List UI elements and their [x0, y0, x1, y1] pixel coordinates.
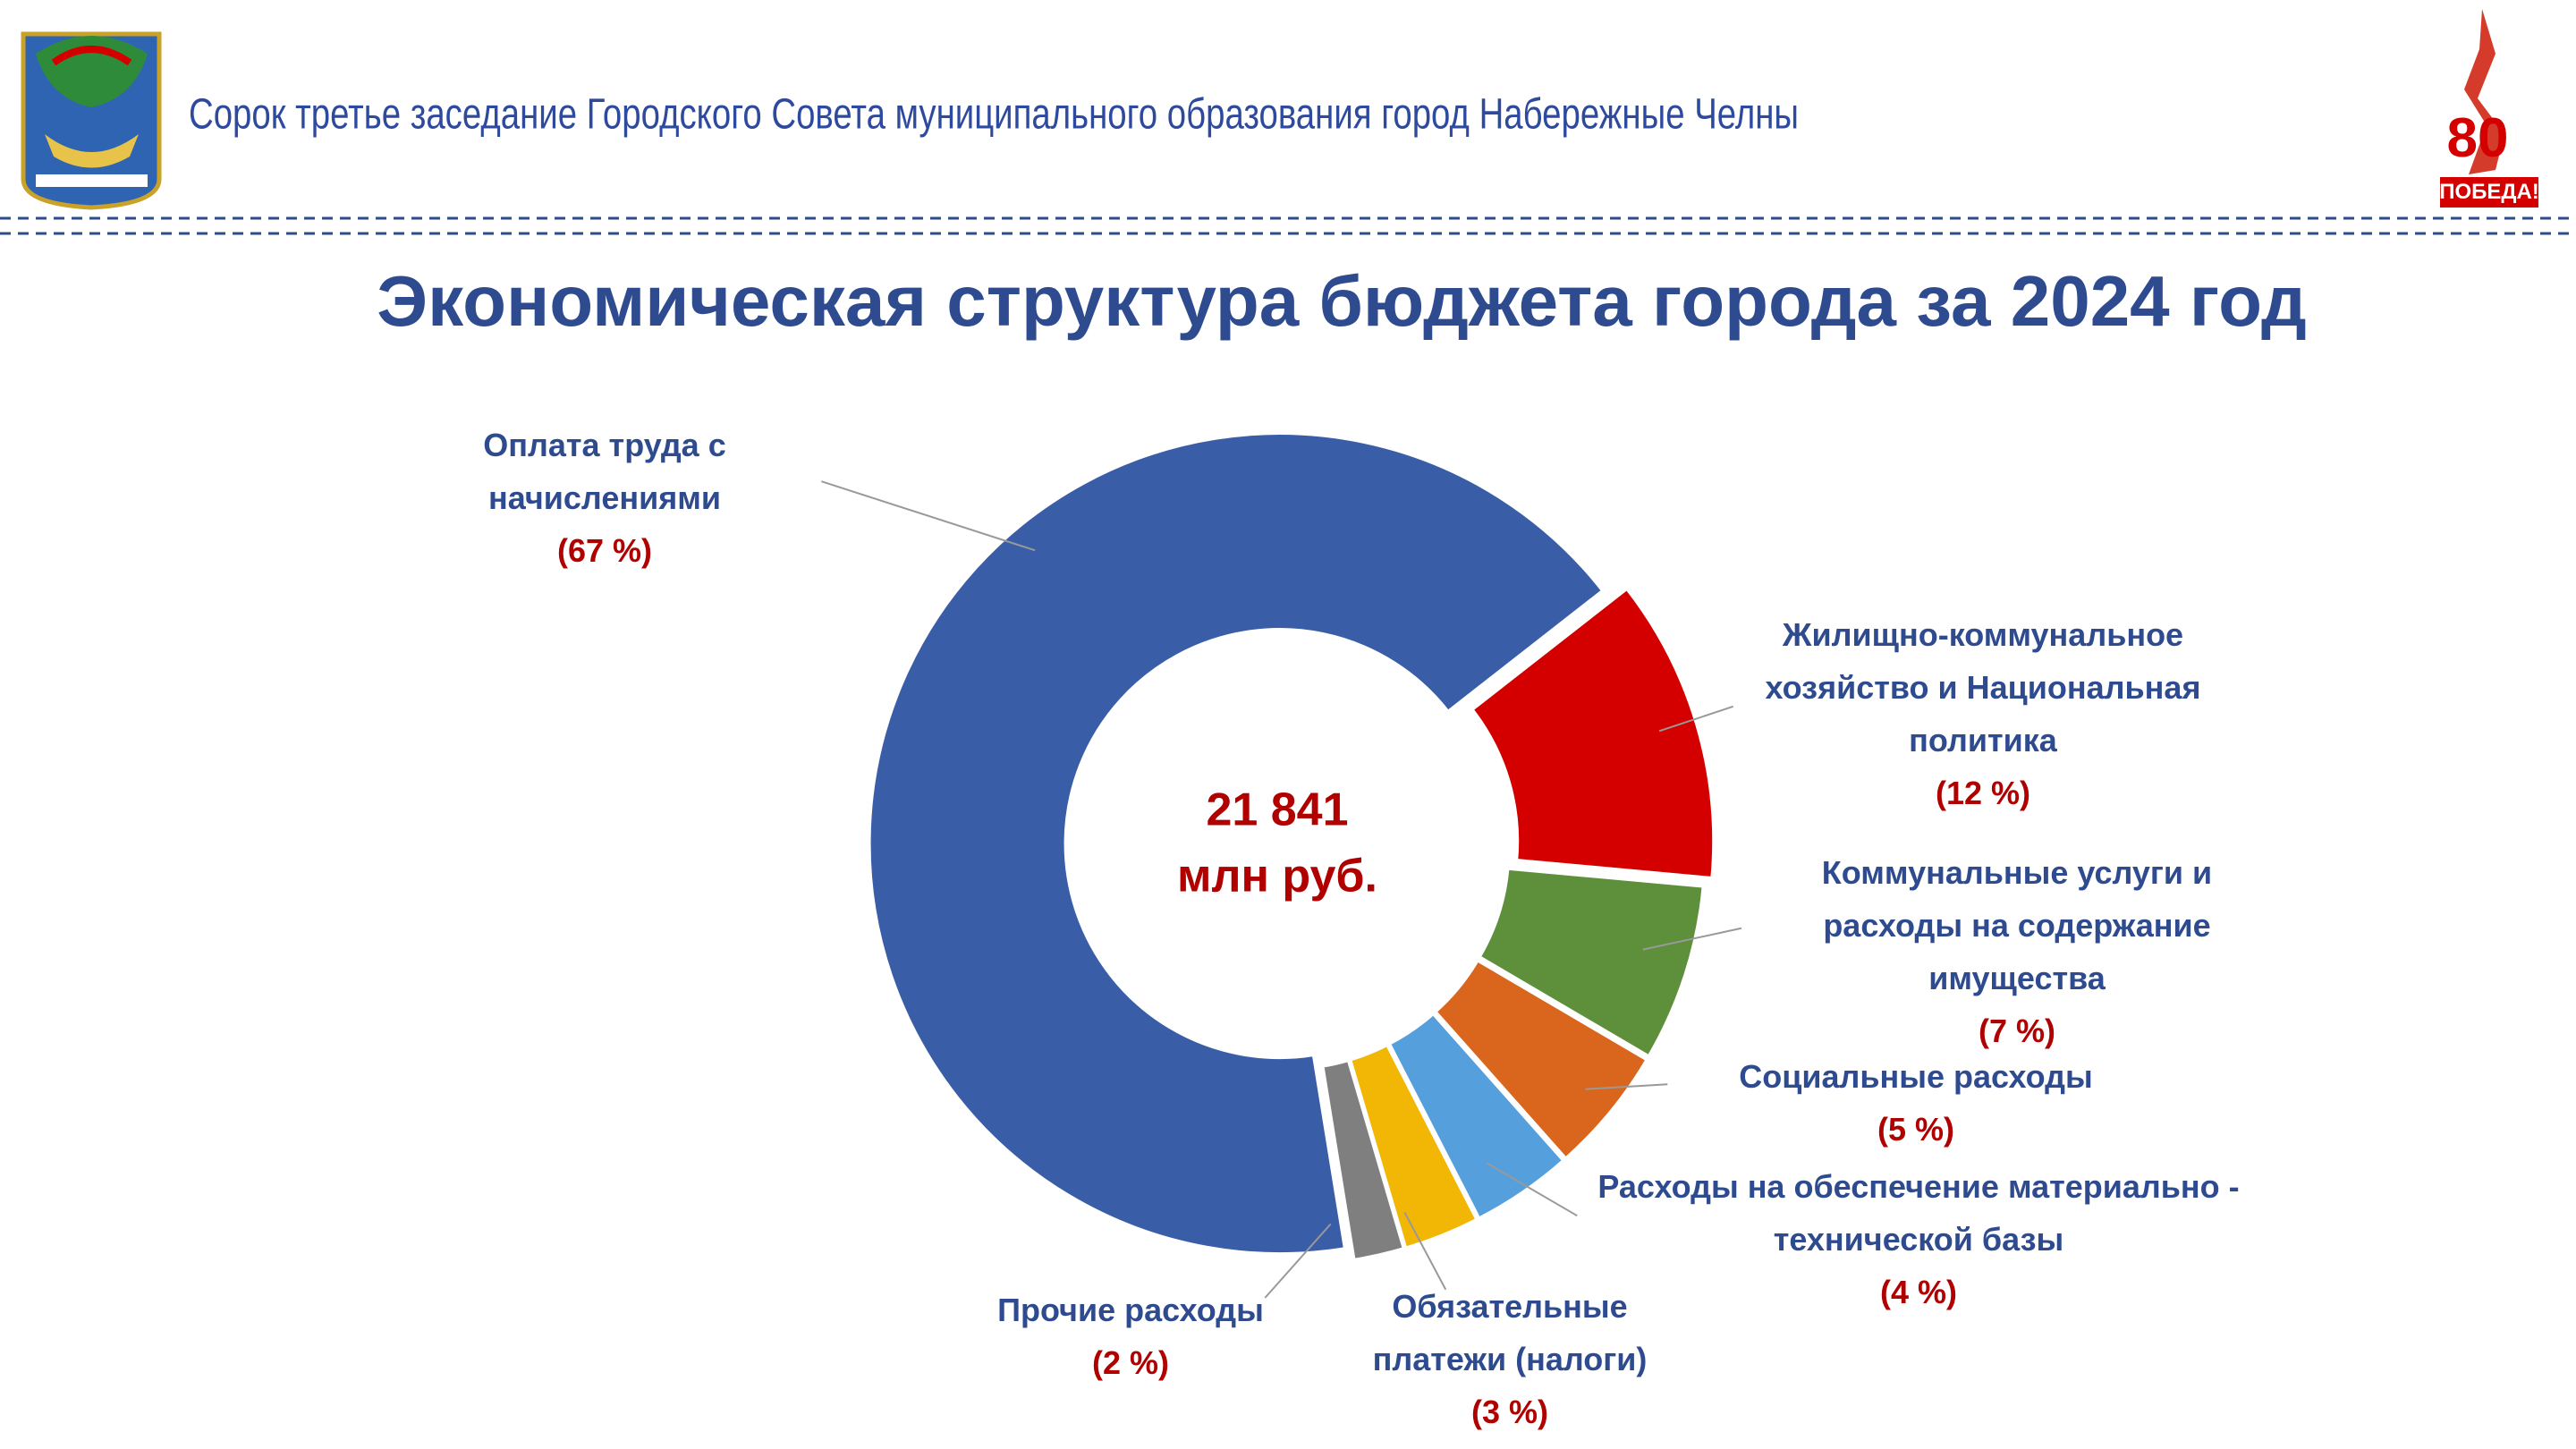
category-name: Социальные расходы: [1739, 1058, 2093, 1095]
slice-label: Расходы на обеспечение материально - тех…: [1561, 1160, 2276, 1318]
category-name: Оплата труда с начислениями: [483, 427, 726, 516]
donut-slice: [1469, 585, 1716, 881]
center-unit: млн руб.: [1177, 851, 1377, 902]
leader-line: [1642, 927, 1742, 951]
slice-label: Коммунальные услуги и расходы на содержа…: [1767, 846, 2267, 1057]
category-name: Прочие расходы: [997, 1292, 1264, 1328]
leader-line: [1486, 1162, 1578, 1217]
donut-slice: [867, 431, 1606, 1257]
donut-slice: [1386, 1011, 1567, 1222]
value-label: (4 %): [1879, 1274, 1957, 1310]
slice-label: Обязательные платежи (налоги) (3 %): [1331, 1280, 1689, 1438]
leader-line: [1264, 1223, 1332, 1299]
slice-label: Жилищно-коммунальное хозяйство и Национа…: [1715, 608, 2251, 819]
meeting-title: Сорок третье заседание Городского Совета…: [189, 91, 1799, 139]
victory-badge: 80 ПОБЕДА!: [2439, 9, 2539, 208]
city-logo: [21, 31, 162, 210]
category-name: Обязательные платежи (налоги): [1372, 1288, 1648, 1377]
slice-label: Оплата труда с начислениями (67 %): [453, 419, 757, 577]
center-total: 21 841: [1206, 784, 1348, 836]
value-label: (67 %): [556, 532, 653, 569]
value-label: (12 %): [1935, 775, 2031, 811]
value-label: (3 %): [1470, 1394, 1548, 1430]
value-label: (2 %): [1091, 1344, 1169, 1381]
leader-line: [1585, 1083, 1668, 1090]
category-name: Жилищно-коммунальное хозяйство и Национа…: [1765, 616, 2201, 758]
chart-title: Экономическая структура бюджета города з…: [377, 261, 2307, 341]
leader-line: [821, 480, 1036, 552]
slice-label: Прочие расходы (2 %): [961, 1284, 1301, 1389]
slice-label: Социальные расходы (5 %): [1692, 1050, 2140, 1156]
donut-slice: [1320, 1057, 1407, 1263]
category-name: Расходы на обеспечение материально - тех…: [1597, 1168, 2240, 1258]
value-label: (7 %): [1978, 1013, 2055, 1049]
category-name: Коммунальные услуги и расходы на содержа…: [1821, 854, 2213, 996]
badge-text: ПОБЕДА!: [2439, 180, 2539, 204]
badge-number: 80: [2447, 107, 2509, 169]
leader-line: [1658, 705, 1734, 733]
donut-slice: [1432, 957, 1650, 1162]
leader-line: [1403, 1212, 1447, 1291]
value-label: (5 %): [1877, 1111, 1954, 1148]
